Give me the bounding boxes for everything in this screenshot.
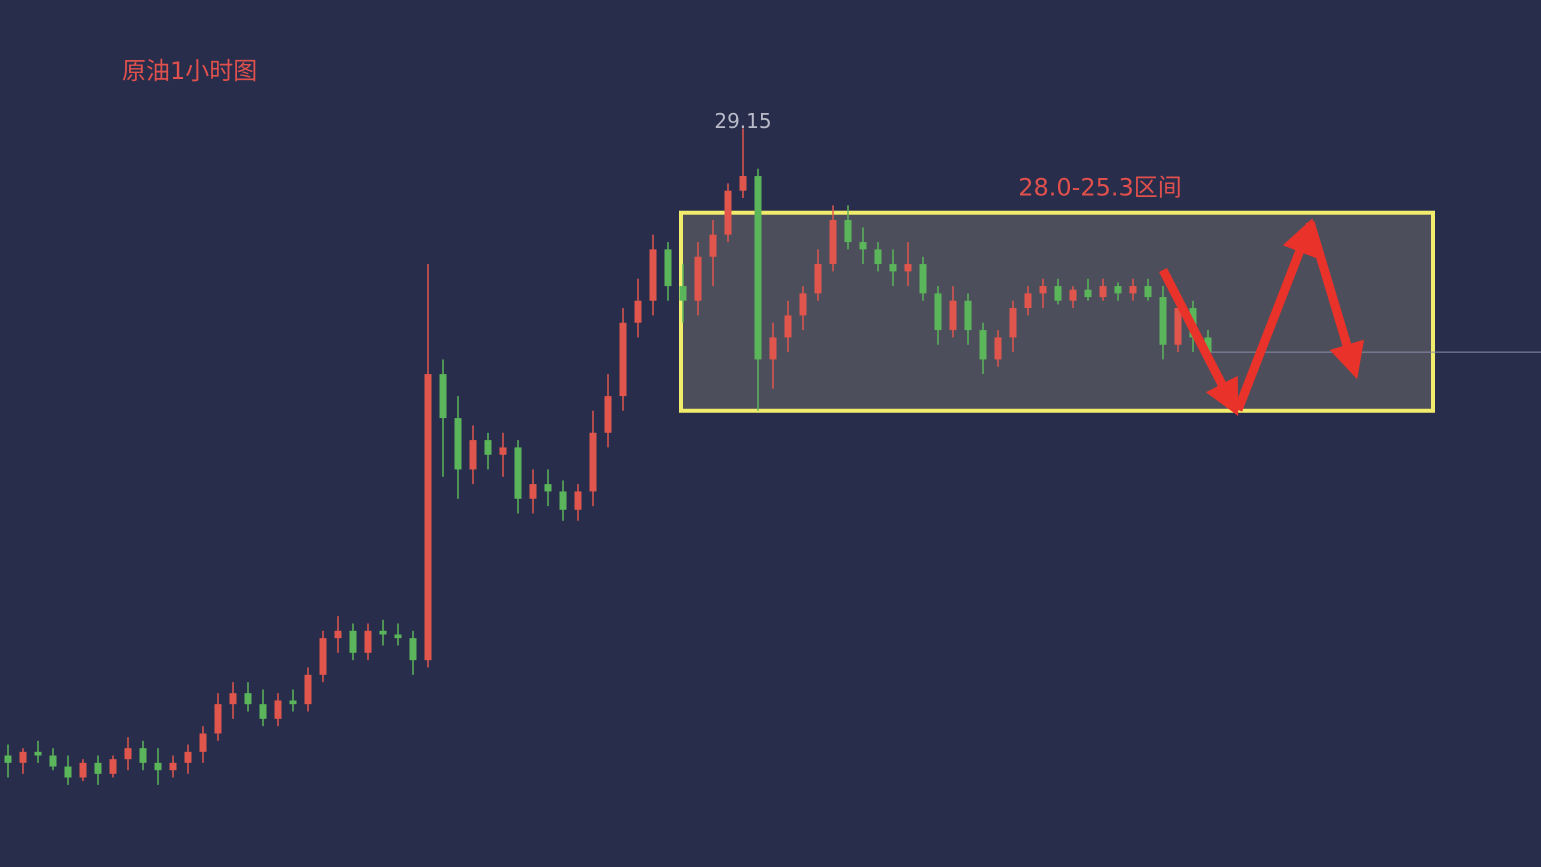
candle-body bbox=[1204, 337, 1212, 353]
candle-body bbox=[334, 630, 342, 639]
candle-body bbox=[559, 491, 567, 510]
candle-body bbox=[1129, 286, 1137, 294]
candle-body bbox=[439, 374, 447, 419]
candle-body bbox=[919, 264, 927, 294]
candle-body bbox=[109, 759, 117, 774]
candle-body bbox=[19, 751, 27, 763]
candle-body bbox=[814, 264, 822, 294]
candle-body bbox=[94, 762, 102, 774]
candle-body bbox=[874, 249, 882, 265]
candle-body bbox=[1009, 308, 1017, 338]
arrow-down bbox=[1158, 267, 1239, 417]
candle-body bbox=[964, 300, 972, 331]
candle-body bbox=[1024, 293, 1032, 309]
candle-body bbox=[949, 300, 957, 331]
candle-body bbox=[4, 755, 12, 763]
candle-body bbox=[724, 190, 732, 235]
candle-body bbox=[709, 234, 717, 257]
candle-body bbox=[739, 176, 747, 191]
candle-body bbox=[1039, 286, 1047, 294]
candle-body bbox=[1084, 289, 1092, 298]
candle-body bbox=[769, 337, 777, 360]
candle-body bbox=[244, 693, 252, 705]
candle-body bbox=[514, 447, 522, 499]
trend-arrows bbox=[1158, 218, 1365, 417]
candle-body bbox=[844, 220, 852, 243]
candle-body bbox=[124, 748, 132, 760]
candle-body bbox=[424, 374, 432, 661]
candle-body bbox=[934, 293, 942, 331]
candle-body bbox=[79, 762, 87, 778]
candle-body bbox=[904, 264, 912, 272]
candle-body bbox=[229, 693, 237, 705]
chart-title: 原油1小时图 bbox=[122, 57, 257, 85]
candle-body bbox=[184, 751, 192, 763]
candle-body bbox=[64, 766, 72, 778]
candle-body bbox=[454, 418, 462, 470]
candle-body bbox=[544, 484, 552, 492]
candle-body bbox=[469, 440, 477, 470]
candle-body bbox=[859, 242, 867, 250]
candle-body bbox=[619, 322, 627, 397]
high-label: 29.15 bbox=[714, 109, 771, 133]
candle-body bbox=[754, 176, 762, 360]
candle-body bbox=[409, 638, 417, 661]
candle-body bbox=[634, 300, 642, 323]
candle-body bbox=[979, 330, 987, 360]
range-label: 28.0-25.3区间 bbox=[1018, 174, 1182, 202]
candle-body bbox=[574, 491, 582, 510]
candle-body bbox=[889, 264, 897, 272]
candle-body bbox=[154, 762, 162, 771]
candle-body bbox=[694, 256, 702, 301]
candle-body bbox=[394, 634, 402, 639]
candle-body bbox=[799, 293, 807, 316]
candle-body bbox=[589, 432, 597, 492]
candle-body bbox=[1174, 308, 1182, 345]
candle-body bbox=[529, 484, 537, 499]
arrow-up bbox=[1233, 218, 1317, 412]
candle-body bbox=[319, 638, 327, 675]
candle-body bbox=[784, 315, 792, 338]
candle-body bbox=[1114, 286, 1122, 294]
candle-body bbox=[1144, 286, 1152, 298]
candle-body bbox=[199, 733, 207, 752]
candle-body bbox=[274, 700, 282, 719]
candle-body bbox=[49, 755, 57, 767]
candle-body bbox=[259, 704, 267, 719]
candle-body bbox=[649, 249, 657, 301]
candle-body bbox=[829, 220, 837, 265]
candle-body bbox=[349, 630, 357, 653]
arrow-down bbox=[1305, 220, 1365, 380]
candle-body bbox=[379, 630, 387, 635]
candle-body bbox=[169, 762, 177, 771]
candle-body bbox=[664, 249, 672, 287]
candle-body bbox=[364, 630, 372, 653]
candle-body bbox=[289, 700, 297, 705]
candle-body bbox=[1069, 289, 1077, 301]
candle-body bbox=[604, 396, 612, 433]
candle-body bbox=[34, 751, 42, 756]
candle-body bbox=[139, 748, 147, 763]
candle-body bbox=[679, 286, 687, 301]
candle-body bbox=[499, 447, 507, 455]
candle-body bbox=[1099, 286, 1107, 298]
candle-body bbox=[304, 674, 312, 705]
candle-body bbox=[1054, 286, 1062, 301]
candle-body bbox=[214, 704, 222, 734]
candle-body bbox=[1159, 297, 1167, 345]
candle-body bbox=[994, 337, 1002, 360]
candle-body bbox=[484, 440, 492, 455]
